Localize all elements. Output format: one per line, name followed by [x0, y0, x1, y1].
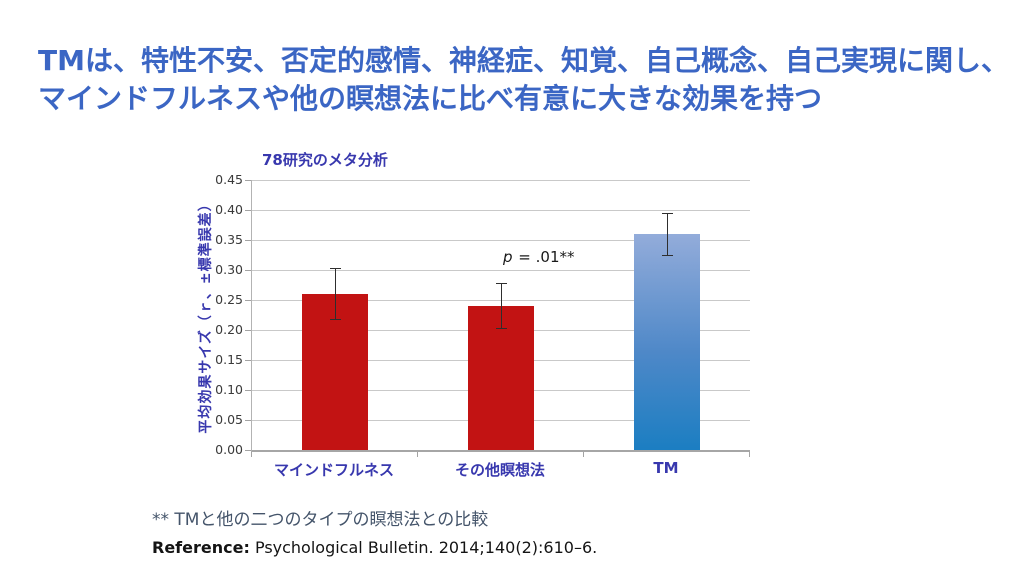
x-axis-tick-marks: [250, 452, 750, 457]
y-tick-mark: [245, 239, 251, 241]
footnote: ** TMと他の二つのタイプの瞑想法との比較: [152, 510, 489, 530]
error-bar-line: [666, 213, 668, 255]
category-label-tm: TM: [653, 459, 679, 477]
y-tick-mark: [245, 299, 251, 301]
x-tick-mark: [416, 452, 418, 457]
x-tick-mark: [582, 452, 584, 457]
error-bar-cap: [329, 268, 341, 270]
y-tick-mark: [245, 269, 251, 271]
y-tick-label: 0.10: [215, 382, 243, 397]
p-value-text: = .01**: [513, 248, 575, 266]
y-tick-mark: [245, 449, 251, 451]
y-tick-label: 0.45: [215, 172, 243, 187]
error-bar-cap: [661, 254, 673, 256]
bar-chart: 78研究のメタ分析 平均効果サイズ（ｒ、±標準誤差） 0.00 0.05 0.10 0…: [185, 145, 815, 505]
y-tick-mark: [245, 329, 251, 331]
y-tick-label: 0.40: [215, 202, 243, 217]
error-bar-line: [334, 268, 336, 320]
y-tick-label: 0.00: [215, 442, 243, 457]
reference-label: Reference:: [152, 538, 250, 557]
y-tick-label: 0.35: [215, 232, 243, 247]
error-bar-cap: [329, 318, 341, 320]
y-axis-tick-labels: 0.00 0.05 0.10 0.15 0.20 0.25 0.30 0.35 0.40 0.45: [199, 172, 243, 457]
reference-text: Psychological Bulletin. 2014;140(2):610–…: [249, 538, 598, 557]
category-label-other-meditation: その他瞑想法: [454, 461, 545, 479]
error-bar-cap: [495, 282, 507, 284]
plot-area: [251, 180, 750, 452]
p-value-annotation: p = .01**: [503, 248, 575, 266]
bar-other-meditation: [468, 306, 534, 450]
y-tick-mark: [245, 179, 251, 181]
bar-mindfulness: [302, 294, 368, 450]
y-tick-mark: [245, 359, 251, 361]
chart-title: 78研究のメタ分析: [262, 151, 388, 169]
y-tick-mark: [245, 389, 251, 391]
reference: Reference: Psychological Bulletin. 2014;…: [152, 538, 597, 557]
p-value-symbol: p: [503, 248, 513, 266]
y-tick-label: 0.30: [215, 262, 243, 277]
y-tick-label: 0.25: [215, 292, 243, 307]
x-tick-mark: [250, 452, 252, 457]
slide-title-line2: マインドフルネスや他の瞑想法に比べ有意に大きな効果を持つ: [38, 82, 823, 115]
y-tick-label: 0.15: [215, 352, 243, 367]
slide-title: TMは、特性不安、否定的感情、神経症、知覚、自己概念、自己実現に関し、 マインド…: [38, 42, 1009, 118]
slide-title-line1: TMは、特性不安、否定的感情、神経症、知覚、自己概念、自己実現に関し、: [38, 44, 1009, 77]
error-bar-cap: [495, 328, 507, 330]
x-axis-category-labels: マインドフルネス その他瞑想法 TM: [251, 459, 749, 481]
x-tick-mark: [748, 452, 750, 457]
y-axis-tick-marks: [245, 179, 251, 451]
y-tick-mark: [245, 209, 251, 211]
error-bar-line: [500, 283, 502, 329]
error-bar-cap: [661, 212, 673, 214]
y-tick-mark: [245, 419, 251, 421]
y-tick-label: 0.20: [215, 322, 243, 337]
y-tick-label: 0.05: [215, 412, 243, 427]
category-label-mindfulness: マインドフルネス: [273, 461, 394, 479]
bar-tm: [634, 234, 700, 450]
